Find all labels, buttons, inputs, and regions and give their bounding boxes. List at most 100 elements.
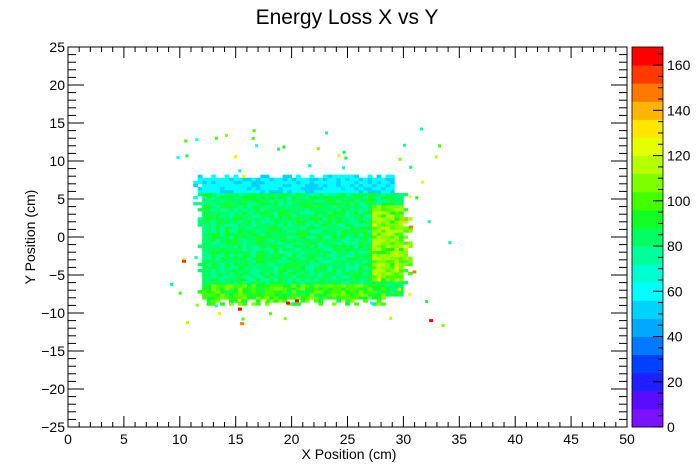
heatmap-cell (220, 262, 225, 267)
heatmap-cell (345, 241, 351, 245)
heatmap-cell (251, 262, 257, 267)
heatmap-cell (349, 256, 355, 261)
heatmap-cell (291, 186, 297, 191)
heatmap-cell (376, 244, 382, 248)
heatmap-cell (367, 278, 373, 282)
hotspot-cell (294, 299, 299, 303)
outlier-cell (370, 301, 374, 305)
heatmap-cell (318, 275, 324, 279)
heatmap-cell (345, 244, 351, 248)
heatmap-cell (354, 290, 359, 294)
heatmap-cell (291, 284, 297, 288)
heatmap-cell (282, 235, 288, 239)
heatmap-cell (349, 183, 355, 188)
heatmap-cell (331, 183, 337, 188)
heatmap-cell (313, 293, 319, 297)
heatmap-cell (260, 211, 266, 215)
heatmap-cell (376, 290, 382, 294)
heatmap-cell (264, 256, 270, 261)
heatmap-cell (282, 284, 288, 288)
heatmap-cell (228, 265, 234, 270)
heatmap-cell (197, 223, 203, 227)
heatmap-cell (309, 250, 315, 255)
heatmap-cell (282, 299, 288, 303)
heatmap-cell (313, 195, 319, 200)
heatmap-cell (313, 217, 319, 221)
heatmap-cell (282, 199, 288, 203)
heatmap-cell (291, 302, 297, 306)
heatmap-cell (206, 208, 212, 212)
heatmap-cell (318, 244, 324, 248)
heatmap-cell (211, 244, 216, 248)
heatmap-cell (385, 284, 391, 288)
heatmap-cell (237, 278, 243, 282)
heatmap-cell (407, 217, 413, 221)
heatmap-cell (291, 192, 297, 197)
heatmap-cell (385, 199, 391, 203)
heatmap-cell (372, 195, 377, 200)
heatmap-cell (260, 202, 266, 206)
heatmap-cell (282, 268, 288, 273)
heatmap-cell (278, 271, 283, 276)
heatmap-cell (282, 220, 288, 224)
heatmap-cell (389, 271, 395, 276)
heatmap-cell (220, 247, 225, 251)
heatmap-cell (363, 211, 368, 215)
heatmap-cell (403, 256, 409, 261)
heatmap-cell (220, 271, 225, 276)
heatmap-cell (237, 302, 243, 306)
heatmap-cell (278, 199, 283, 203)
x-axis-label: X Position (cm) (302, 446, 397, 462)
heatmap-cell (313, 226, 319, 230)
heatmap-cell (358, 183, 364, 188)
heatmap-cell (305, 244, 310, 248)
heatmap-cell (389, 244, 395, 248)
heatmap-cell (260, 296, 266, 300)
heatmap-cell (331, 271, 337, 276)
heatmap-cell (206, 217, 212, 221)
heatmap-cell (287, 296, 292, 300)
heatmap-cell (202, 247, 207, 251)
heatmap-cell (296, 265, 301, 270)
heatmap-cell (318, 208, 324, 212)
heatmap-cell (224, 180, 230, 185)
heatmap-cell (296, 278, 301, 282)
heatmap-cell (363, 214, 368, 218)
heatmap-cell (287, 265, 292, 270)
heatmap-cell (233, 290, 239, 294)
colorbar-tick-label: 60 (667, 283, 683, 299)
heatmap-cell (269, 229, 275, 233)
heatmap-cell (242, 180, 248, 185)
heatmap-cell (372, 302, 377, 306)
heatmap-cell (327, 180, 333, 185)
heatmap-cell (246, 247, 252, 251)
heatmap-cell (287, 293, 292, 297)
heatmap-cell (305, 202, 310, 206)
heatmap-cell (381, 271, 386, 276)
heatmap-cell (273, 284, 279, 288)
heatmap-cell (233, 183, 239, 188)
heatmap-cell (318, 205, 324, 209)
heatmap-cell (260, 259, 266, 264)
heatmap-cell (197, 290, 203, 294)
heatmap-cell (318, 223, 324, 227)
heatmap-cell (233, 241, 239, 245)
heatmap-cell (215, 262, 221, 267)
heatmap-cell (206, 183, 212, 188)
heatmap-cell (291, 223, 297, 227)
heatmap-cell (278, 232, 283, 236)
heatmap-cell (385, 202, 391, 206)
heatmap-cell (372, 256, 377, 261)
heatmap-cell (389, 247, 395, 251)
heatmap-cell (269, 205, 275, 209)
heatmap-cell (202, 262, 207, 267)
heatmap-cell (385, 241, 391, 245)
heatmap-cell (367, 220, 373, 224)
heatmap-cell (269, 211, 275, 215)
heatmap-cell (340, 250, 346, 255)
heatmap-cell (228, 271, 234, 276)
heatmap-cell (394, 247, 400, 251)
heatmap-cell (237, 281, 243, 285)
heatmap-cell (237, 232, 243, 236)
heatmap-cell (296, 192, 301, 197)
